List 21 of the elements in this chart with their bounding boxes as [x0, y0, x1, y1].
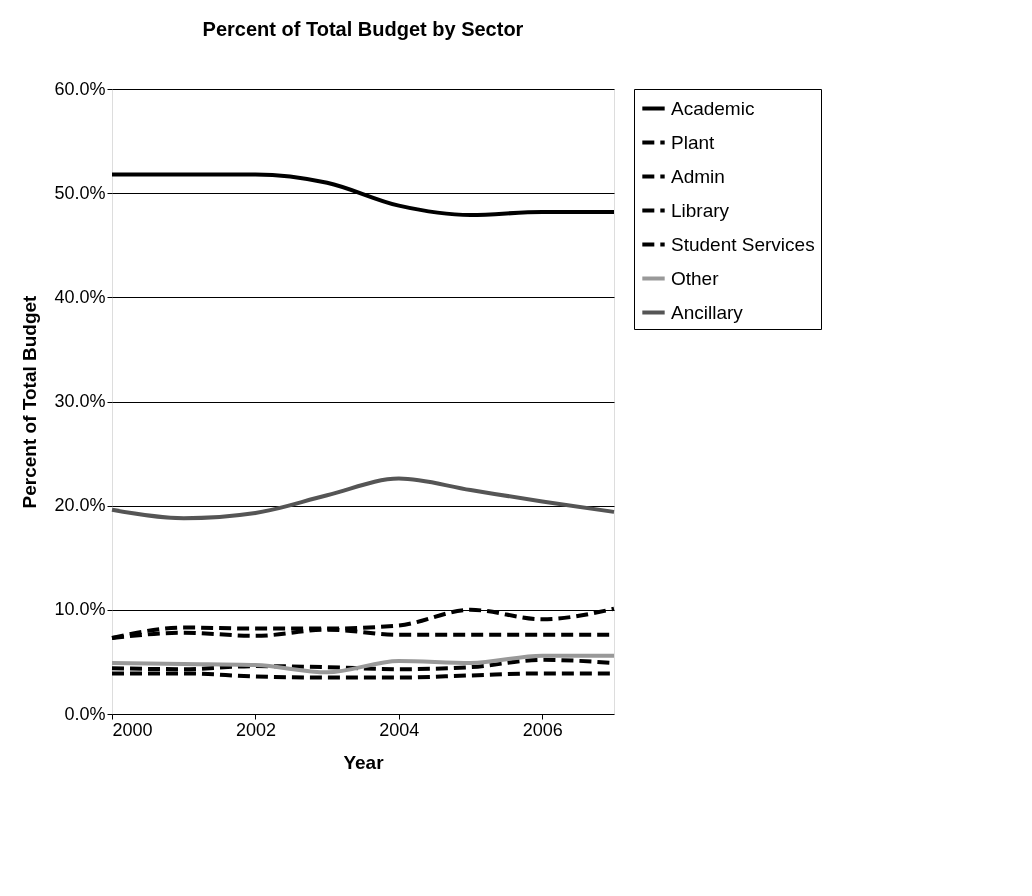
- x-tick-label: 2006: [522, 719, 563, 740]
- legend-label: Ancillary: [671, 301, 744, 323]
- x-tick-label: 2004: [379, 719, 420, 740]
- y-tick-label: 10.0%: [54, 599, 106, 620]
- legend-label: Library: [671, 199, 730, 221]
- y-tick-label: 50.0%: [54, 182, 106, 203]
- legend-label: Student Services: [671, 233, 815, 255]
- y-tick-label: 40.0%: [54, 286, 106, 307]
- legend-label: Admin: [671, 165, 725, 187]
- x-tick-label: 2000: [112, 719, 153, 740]
- legend-label: Plant: [671, 131, 716, 153]
- y-tick-label: 30.0%: [54, 391, 106, 411]
- chart-title: Percent of Total Budget by Sector: [202, 18, 524, 40]
- legend-label: Other: [671, 267, 720, 289]
- y-tick-label: 20.0%: [54, 495, 106, 516]
- y-axis-title: Percent of Total Budget: [19, 294, 41, 509]
- y-tick-label: 60.0%: [54, 78, 106, 99]
- legend-label: Academic: [671, 97, 755, 119]
- x-tick-label: 2002: [235, 719, 276, 740]
- y-tick-label: 0.0%: [64, 703, 106, 724]
- x-axis-title: Year: [343, 751, 385, 773]
